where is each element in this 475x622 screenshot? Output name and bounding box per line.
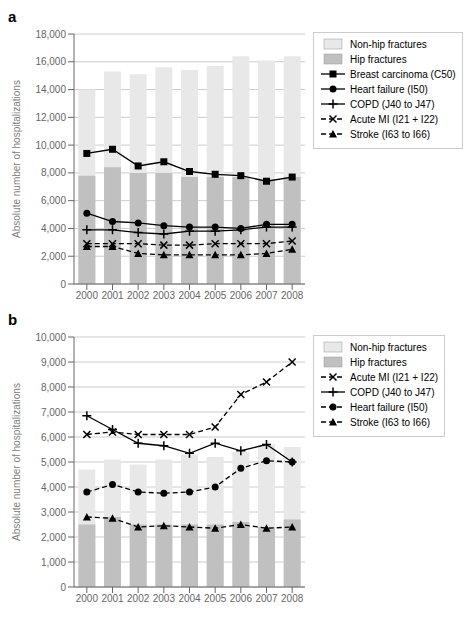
svg-text:2001: 2001 bbox=[101, 593, 124, 604]
svg-text:6,000: 6,000 bbox=[41, 195, 66, 206]
svg-text:2006: 2006 bbox=[230, 290, 253, 301]
svg-text:6,000: 6,000 bbox=[41, 432, 66, 443]
svg-text:14,000: 14,000 bbox=[35, 84, 66, 95]
html-text:Breast carcinoma (C50): Breast carcinoma (C50) bbox=[350, 68, 456, 80]
svg-text:2007: 2007 bbox=[255, 593, 278, 604]
html-text:Stroke (I63 to I66): Stroke (I63 to I66) bbox=[350, 128, 430, 140]
svg-text:2003: 2003 bbox=[153, 593, 176, 604]
html-text:COPD (J40 to J47): COPD (J40 to J47) bbox=[350, 98, 435, 110]
svg-text:12,000: 12,000 bbox=[35, 112, 66, 123]
svg-text:8,000: 8,000 bbox=[41, 382, 66, 393]
svg-text:2004: 2004 bbox=[178, 290, 201, 301]
svg-text:4,000: 4,000 bbox=[41, 482, 66, 493]
svg-text:0: 0 bbox=[60, 279, 66, 290]
svg-text:7,000: 7,000 bbox=[41, 407, 66, 418]
svg-text:3,000: 3,000 bbox=[41, 507, 66, 518]
svg-text:Absolute number of hospitaliza: Absolute number of hospitalizations bbox=[11, 80, 22, 238]
svg-text:2004: 2004 bbox=[178, 593, 201, 604]
svg-text:4,000: 4,000 bbox=[41, 223, 66, 234]
html-text:Heart failure (I50): Heart failure (I50) bbox=[350, 401, 428, 413]
svg-text:2000: 2000 bbox=[76, 593, 99, 604]
svg-text:2005: 2005 bbox=[204, 290, 227, 301]
html-text:Non-hip fractures: Non-hip fractures bbox=[350, 341, 427, 353]
svg-text:8,000: 8,000 bbox=[41, 167, 66, 178]
html-text:COPD (J40 to J47): COPD (J40 to J47) bbox=[350, 386, 435, 398]
svg-text:2002: 2002 bbox=[127, 593, 150, 604]
html-text:Stroke (I63 to I66): Stroke (I63 to I66) bbox=[350, 416, 430, 428]
svg-text:2008: 2008 bbox=[281, 290, 304, 301]
svg-text:2006: 2006 bbox=[230, 593, 253, 604]
svg-text:18,000: 18,000 bbox=[35, 29, 66, 40]
svg-text:10,000: 10,000 bbox=[35, 140, 66, 151]
html-text:b: b bbox=[8, 311, 18, 328]
svg-text:2002: 2002 bbox=[127, 290, 150, 301]
svg-text:10,000: 10,000 bbox=[35, 332, 66, 343]
svg-text:2,000: 2,000 bbox=[41, 251, 66, 262]
svg-text:2003: 2003 bbox=[153, 290, 176, 301]
html-text:Acute MI (I21 + I22): Acute MI (I21 + I22) bbox=[350, 371, 439, 383]
html-text:Heart failure (I50): Heart failure (I50) bbox=[350, 83, 428, 95]
svg-text:2005: 2005 bbox=[204, 593, 227, 604]
html-text:Hip fractures: Hip fractures bbox=[350, 53, 407, 65]
html-text:Hip fractures: Hip fractures bbox=[350, 356, 407, 368]
svg-text:Absolute number of hospitaliza: Absolute number of hospitalizations bbox=[11, 383, 22, 541]
svg-text:0: 0 bbox=[60, 582, 66, 593]
html-text:a: a bbox=[8, 8, 17, 25]
svg-text:16,000: 16,000 bbox=[35, 56, 66, 67]
svg-text:2,000: 2,000 bbox=[41, 532, 66, 543]
svg-text:2001: 2001 bbox=[101, 290, 124, 301]
html-text:Non-hip fractures: Non-hip fractures bbox=[350, 38, 427, 50]
svg-text:2008: 2008 bbox=[281, 593, 304, 604]
svg-text:5,000: 5,000 bbox=[41, 457, 66, 468]
svg-text:1,000: 1,000 bbox=[41, 557, 66, 568]
html-text:Acute MI (I21 + I22): Acute MI (I21 + I22) bbox=[350, 113, 439, 125]
svg-text:2007: 2007 bbox=[255, 290, 278, 301]
svg-text:9,000: 9,000 bbox=[41, 357, 66, 368]
svg-text:2000: 2000 bbox=[76, 290, 99, 301]
